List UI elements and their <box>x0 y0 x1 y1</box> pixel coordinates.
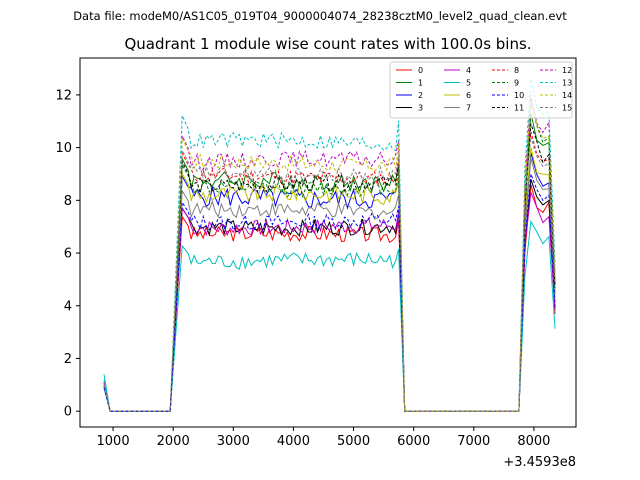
legend-label-14: 14 <box>562 91 572 100</box>
legend-label-11: 11 <box>514 104 524 113</box>
axes-layer: 1000 2000 3000 4000 5000 6000 7000 8000 0 2 4 6 8 10 1… <box>55 88 550 449</box>
x-tick-label: 5000 <box>337 434 370 449</box>
figure-suptitle: Data file: modeM0/AS1C05_019T04_90000040… <box>73 9 567 23</box>
legend-label-10: 10 <box>514 91 524 100</box>
x-axis-offset-label: +3.4593e8 <box>503 455 576 470</box>
x-tick-label: 7000 <box>457 434 490 449</box>
y-tick-label: 4 <box>64 299 72 314</box>
y-tick-label: 10 <box>55 141 72 156</box>
x-tick-label: 2000 <box>157 434 190 449</box>
y-tick-label: 8 <box>64 194 72 209</box>
x-tick-label: 3000 <box>217 434 250 449</box>
legend-box <box>389 61 573 119</box>
legend-label-7: 7 <box>466 104 471 113</box>
legend-label-2: 2 <box>418 91 423 100</box>
x-tick-label: 8000 <box>517 434 550 449</box>
x-tick-label: 1000 <box>97 434 130 449</box>
legend-label-4: 4 <box>466 66 471 75</box>
legend-label-13: 13 <box>562 79 572 88</box>
legend-label-9: 9 <box>514 79 519 88</box>
y-tick-label: 6 <box>64 247 72 262</box>
plot-area <box>80 58 576 427</box>
series-layer <box>103 78 556 412</box>
legend-label-3: 3 <box>418 104 423 113</box>
legend-label-8: 8 <box>514 66 519 75</box>
legend-label-6: 6 <box>466 91 471 100</box>
x-tick-label: 4000 <box>277 434 310 449</box>
plot-frame <box>79 57 577 428</box>
legend-label-5: 5 <box>466 79 471 88</box>
legend-label-0: 0 <box>418 66 423 75</box>
series-line-9 <box>103 102 556 412</box>
y-tick-label: 12 <box>55 88 72 103</box>
y-tick-label: 0 <box>64 405 72 420</box>
legend-label-12: 12 <box>562 66 572 75</box>
legend-label-15: 15 <box>562 104 572 113</box>
chart-title: Quadrant 1 module wise count rates with … <box>124 35 531 53</box>
x-tick-label: 6000 <box>397 434 430 449</box>
series-line-14 <box>103 100 556 412</box>
legend-label-1: 1 <box>418 79 423 88</box>
y-tick-label: 2 <box>64 352 72 367</box>
series-line-15 <box>103 136 556 412</box>
